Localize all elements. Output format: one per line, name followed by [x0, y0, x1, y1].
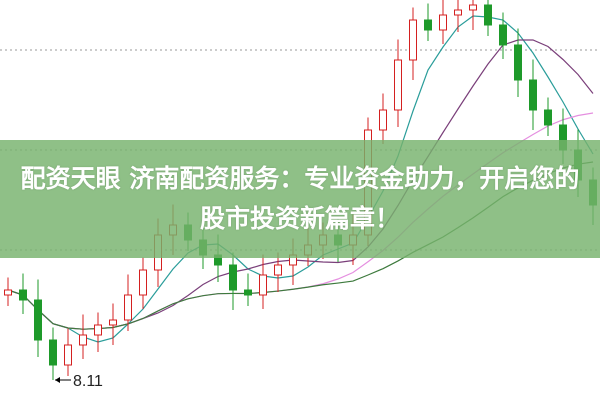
- candle-body: [49, 339, 57, 366]
- candle-body: [259, 274, 267, 296]
- candle-body: [379, 109, 387, 131]
- title-line-1: 配资天眼 济南配资服务：专业资金助力，开启您的: [20, 164, 580, 193]
- candle-body: [229, 264, 237, 291]
- candle-body: [124, 294, 132, 321]
- candle-body: [139, 269, 147, 296]
- candle-body: [469, 4, 477, 11]
- candle-body: [499, 24, 507, 46]
- candle-body: [274, 264, 282, 276]
- candle-body: [64, 344, 72, 366]
- candle-body: [4, 289, 12, 296]
- candle-body: [454, 9, 462, 16]
- candle-body: [109, 319, 117, 326]
- candle-body: [34, 299, 42, 341]
- candle-body: [439, 14, 447, 31]
- candle-body: [394, 59, 402, 111]
- title-line-2: 股市投资新篇章！: [199, 204, 400, 233]
- candle-body: [19, 289, 27, 301]
- candle-body: [544, 109, 552, 126]
- low-price-label: 8.11: [73, 373, 103, 390]
- candle-body: [94, 324, 102, 336]
- candle-body: [484, 4, 492, 26]
- candle-body: [79, 334, 87, 346]
- ma5-line: [7, 15, 594, 343]
- annotation-arrowhead: [55, 377, 60, 383]
- candle-body: [514, 44, 522, 81]
- candle-body: [529, 79, 537, 111]
- candle-body: [244, 289, 252, 296]
- title-banner: 配资天眼 济南配资服务：专业资金助力，开启您的 股市投资新篇章！: [0, 140, 600, 258]
- candle-body: [409, 19, 417, 61]
- candle-body: [424, 19, 432, 31]
